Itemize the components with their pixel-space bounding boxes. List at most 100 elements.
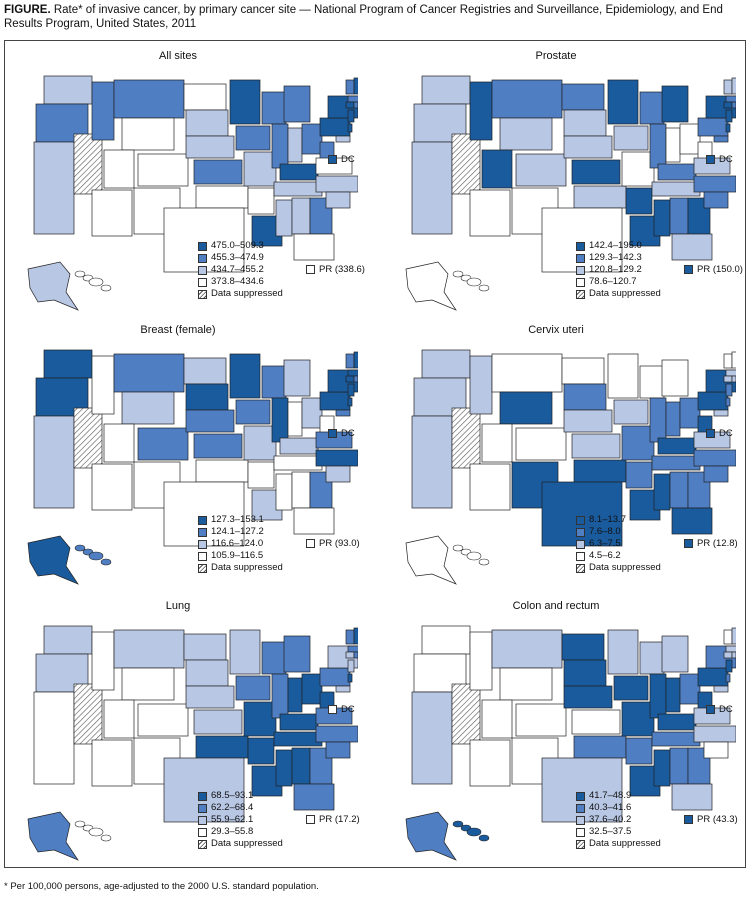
- legend-item: 475.0–509.3: [198, 240, 283, 252]
- state-oh: [301, 123, 323, 155]
- state-ia: [613, 675, 649, 701]
- legend-swatch: [576, 277, 585, 287]
- legend-label: 37.6–40.2: [589, 814, 632, 825]
- state-vt: [723, 629, 733, 645]
- state-co: [515, 153, 567, 187]
- legend-swatch: [576, 253, 585, 263]
- state-oh: [679, 123, 701, 155]
- figure-title: FIGURE. Rate* of invasive cancer, by pri…: [4, 3, 750, 31]
- state-ia: [235, 125, 271, 151]
- legend-swatch: [576, 527, 585, 537]
- state-wy: [121, 391, 175, 425]
- legend-label: 116.6–124.0: [211, 538, 264, 549]
- legend-label: 127.3–153.1: [211, 514, 264, 525]
- legend-item: 105.9–116.5: [198, 550, 283, 562]
- state-ct: [723, 651, 733, 659]
- state-co: [137, 703, 189, 737]
- state-wy: [499, 117, 553, 151]
- state-co: [515, 427, 567, 461]
- state-wa: [421, 75, 471, 105]
- legend-item: 6.3–7.5: [576, 538, 661, 550]
- state-ut: [103, 699, 135, 739]
- state-oh: [301, 397, 323, 429]
- state-ca: [33, 691, 75, 785]
- legend-swatch: [198, 563, 207, 573]
- state-il: [271, 123, 289, 169]
- state-nc: [315, 725, 358, 743]
- legend-label: 124.1–127.2: [211, 526, 264, 537]
- legend-label: 62.2–68.4: [211, 802, 254, 813]
- state-ms: [653, 473, 671, 511]
- state-hi: [478, 834, 490, 842]
- pr-swatch: [684, 265, 693, 274]
- state-ma: [347, 95, 358, 103]
- legend-item: 116.6–124.0: [198, 538, 283, 550]
- legend-item: 7.6–8.0: [576, 526, 661, 538]
- legend-item: 434.7–455.2: [198, 264, 283, 276]
- legend-swatch: [576, 551, 585, 561]
- state-tn: [651, 455, 701, 471]
- dc-swatch: [328, 705, 337, 714]
- state-ak: [405, 535, 457, 585]
- state-ca: [33, 415, 75, 509]
- legend-swatch: [198, 815, 207, 825]
- state-mi: [661, 85, 689, 123]
- legend-label: 475.0–509.3: [211, 240, 264, 251]
- legend-item: 4.5–6.2: [576, 550, 661, 562]
- state-wi: [639, 91, 665, 125]
- state-wy: [499, 667, 553, 701]
- state-de: [347, 673, 353, 683]
- state-pa: [319, 391, 351, 411]
- state-ne: [563, 135, 613, 159]
- state-ne: [185, 135, 235, 159]
- state-ct: [723, 375, 733, 383]
- state-sd: [185, 383, 229, 411]
- state-ne: [563, 685, 613, 709]
- state-ma: [347, 369, 358, 377]
- state-wa: [421, 625, 471, 655]
- state-md: [335, 685, 351, 693]
- legend-swatch: [198, 551, 207, 561]
- legend-item: 8.1–13.7: [576, 514, 661, 526]
- state-nd: [183, 357, 227, 385]
- state-ak: [27, 811, 79, 861]
- state-id: [91, 355, 115, 415]
- state-mn: [229, 79, 261, 125]
- state-sc: [325, 741, 351, 759]
- state-mn: [607, 629, 639, 675]
- state-ia: [613, 399, 649, 425]
- legend-label: 40.3–41.6: [589, 802, 632, 813]
- state-oh: [301, 673, 323, 705]
- pr-legend: PR (93.0): [306, 538, 360, 549]
- state-sd: [563, 659, 607, 687]
- state-vt: [723, 353, 733, 369]
- state-ia: [613, 125, 649, 151]
- legend-label: Data suppressed: [211, 562, 283, 573]
- state-nv: [73, 133, 103, 195]
- legend: 142.4–195.0 129.3–142.3 120.8–129.2 78.6–12…: [576, 240, 661, 300]
- state-mt: [491, 353, 563, 393]
- legend-item: 41.7–48.9: [576, 790, 661, 802]
- dc-swatch: [706, 155, 715, 164]
- legend-item: 129.3–142.3: [576, 252, 661, 264]
- state-mi: [661, 635, 689, 673]
- state-ok: [195, 459, 249, 483]
- pr-legend: PR (150.0): [684, 264, 743, 275]
- legend-swatch: [576, 803, 585, 813]
- state-sc: [325, 191, 351, 209]
- legend-item: 78.6–120.7: [576, 276, 661, 288]
- state-ms: [275, 473, 293, 511]
- state-de: [347, 123, 353, 133]
- legend-label: Data suppressed: [589, 838, 661, 849]
- state-ar: [625, 737, 653, 765]
- legend-swatch: [576, 563, 585, 573]
- state-ut: [103, 149, 135, 189]
- state-id: [91, 631, 115, 691]
- state-al: [291, 747, 311, 785]
- state-ar: [247, 187, 275, 215]
- state-sd: [563, 109, 607, 137]
- state-ma: [347, 645, 358, 653]
- dc-label: DC: [341, 154, 355, 165]
- pr-label: PR (12.8): [697, 538, 738, 549]
- state-tn: [273, 455, 323, 471]
